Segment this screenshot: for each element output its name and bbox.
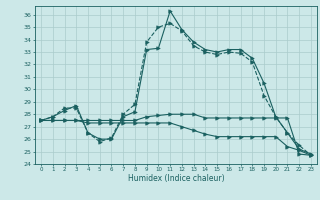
X-axis label: Humidex (Indice chaleur): Humidex (Indice chaleur) bbox=[128, 174, 224, 183]
